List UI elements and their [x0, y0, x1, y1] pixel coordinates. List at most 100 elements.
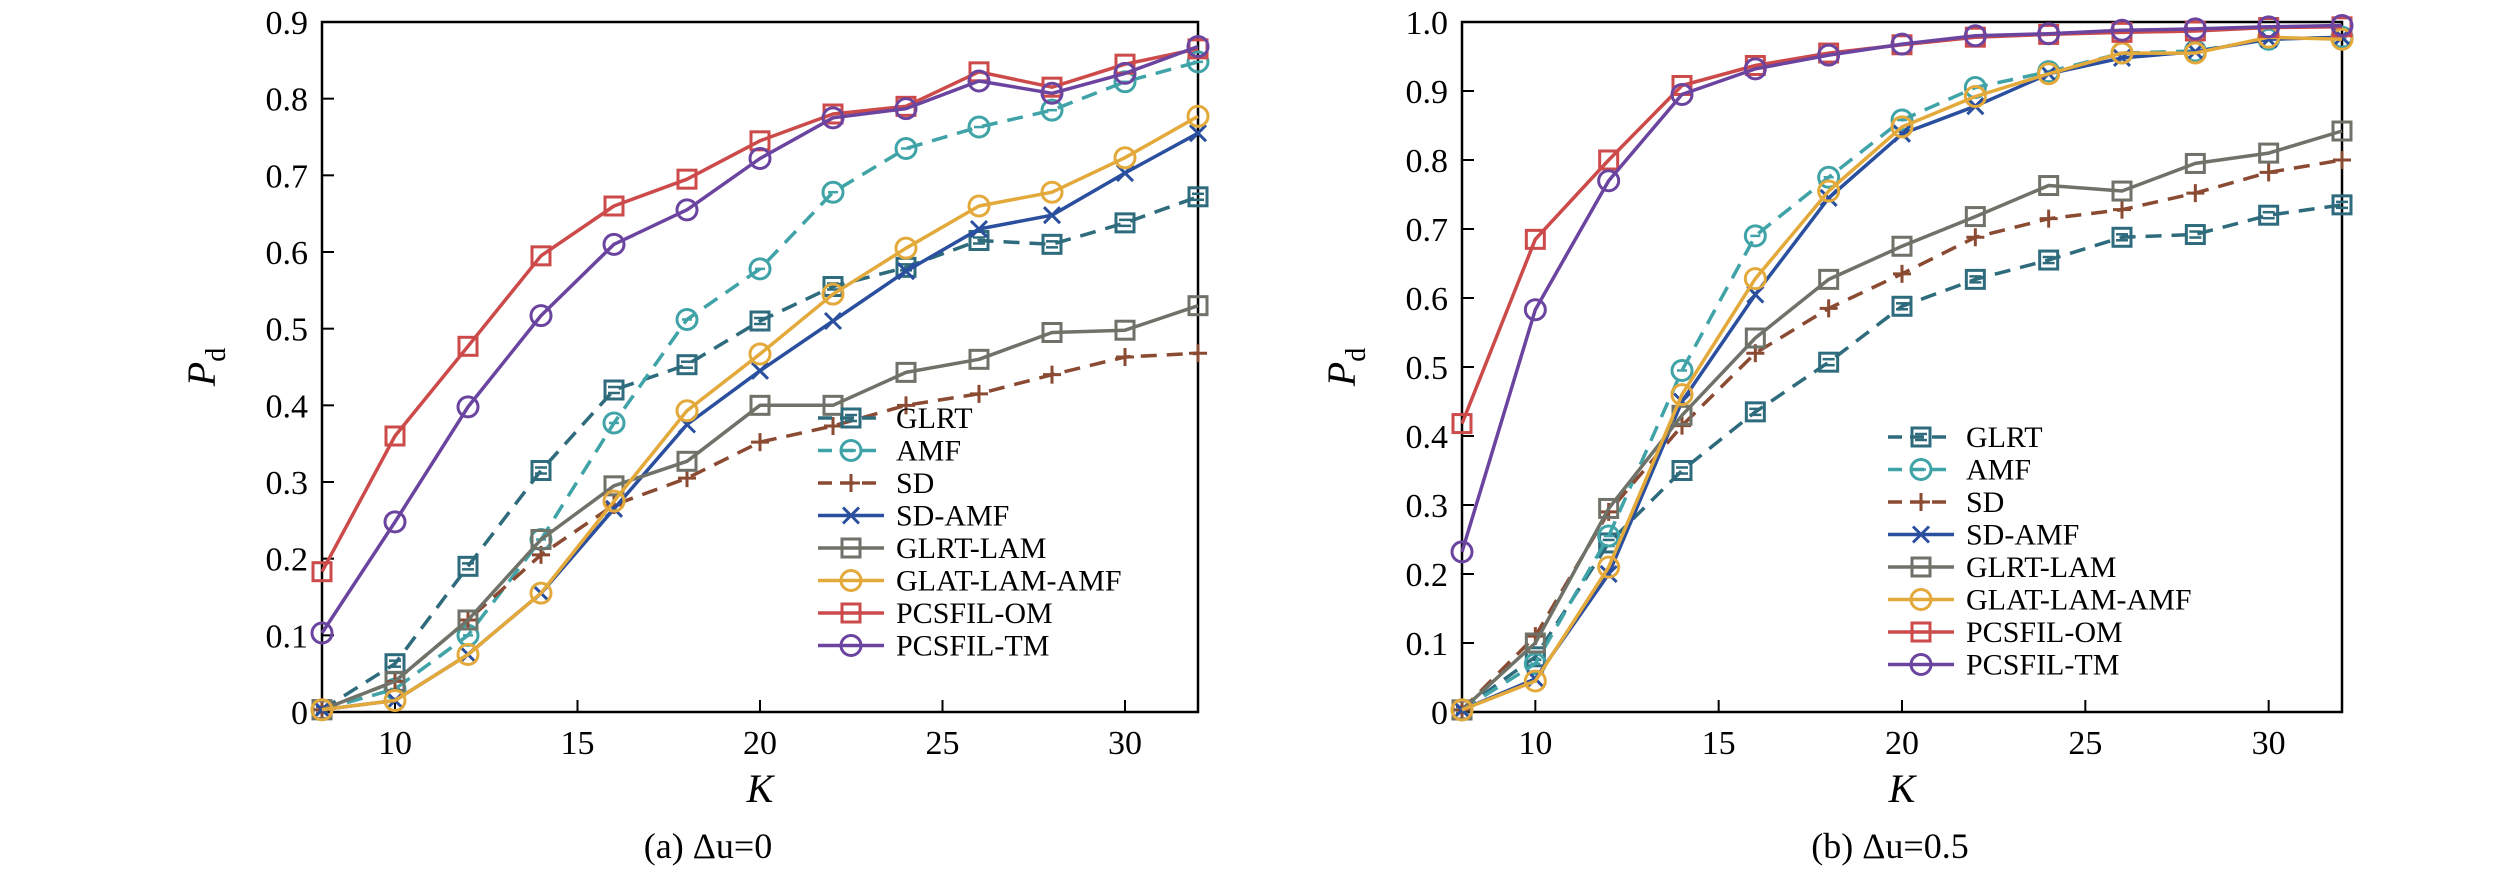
data-point — [675, 399, 699, 423]
marker-square — [676, 450, 698, 472]
data-point — [1189, 344, 1207, 363]
marker-square — [840, 602, 862, 624]
marker-circle — [1523, 298, 1547, 322]
data-point — [748, 146, 772, 170]
data-point — [839, 439, 863, 462]
marker-x — [1599, 564, 1618, 584]
marker-square — [603, 475, 625, 497]
marker-square — [1598, 497, 1620, 519]
data-point — [821, 106, 845, 130]
data-point — [1909, 458, 1933, 481]
legend-label: GLRT-LAM — [896, 532, 1046, 565]
data-point — [1040, 81, 1064, 105]
marker-square — [603, 195, 625, 217]
legend-label: PCSFIL-OM — [1966, 616, 2123, 649]
y-tick-label: 0.3 — [1406, 488, 1449, 525]
series-line — [1460, 23, 2343, 553]
data-point — [1910, 556, 1932, 578]
marker-circle — [1909, 588, 1933, 611]
y-tick-label: 0.6 — [1406, 281, 1449, 318]
data-point — [967, 69, 991, 93]
y-tick-label: 1.0 — [1406, 5, 1449, 42]
marker-circle — [1890, 115, 1914, 139]
marker-circle — [383, 510, 407, 534]
data-point — [970, 384, 988, 403]
series-glrt-lam — [1451, 120, 2353, 721]
data-point — [457, 335, 479, 357]
data-point — [456, 643, 480, 666]
data-point — [895, 361, 917, 383]
data-point — [1910, 426, 1932, 448]
marker-square — [1910, 426, 1932, 448]
data-point — [456, 395, 480, 419]
marker-circle — [748, 146, 772, 170]
legend-label: GLRT — [896, 402, 973, 435]
series-line — [1460, 25, 2343, 425]
marker-square — [2111, 226, 2133, 248]
marker-circle — [1186, 104, 1210, 128]
data-point — [840, 407, 862, 429]
data-point — [1963, 24, 1987, 48]
marker-square — [968, 230, 990, 251]
marker-circle — [383, 689, 407, 712]
marker-circle — [1743, 57, 1767, 81]
y-tick-label: 0.6 — [266, 235, 309, 272]
data-point — [2113, 200, 2131, 219]
data-point — [1186, 35, 1210, 59]
marker-x — [969, 219, 989, 239]
data-point — [1892, 124, 1912, 143]
legend-label: PCSFIL-OM — [896, 597, 1053, 630]
data-point — [2110, 41, 2134, 65]
data-point — [1450, 540, 1474, 564]
y-tick-label: 0.5 — [266, 312, 309, 349]
data-point — [1598, 149, 1620, 171]
marker-circle — [821, 106, 845, 130]
data-point — [1819, 188, 1838, 208]
data-point — [2331, 194, 2353, 216]
series-line — [1461, 35, 2343, 712]
data-point — [1187, 186, 1209, 208]
data-point — [1670, 358, 1694, 382]
marker-circle — [1040, 98, 1064, 122]
data-point — [894, 137, 918, 160]
marker-circle — [2330, 13, 2354, 37]
data-point — [748, 257, 772, 281]
y-tick-label: 0.9 — [1406, 74, 1449, 111]
series-glrt — [311, 186, 1209, 721]
marker-square — [968, 348, 990, 370]
marker-square — [676, 354, 698, 376]
data-point — [1524, 228, 1546, 250]
legend-item: PCSFIL-TM — [818, 630, 1049, 663]
marker-square — [530, 245, 552, 267]
marker-circle — [1113, 146, 1137, 170]
data-point — [2184, 152, 2206, 174]
marker-square — [2258, 204, 2280, 226]
marker-square — [1910, 556, 1932, 578]
chart-panel-b: 10 15 20 25 30 0 0.1 0.2 0.3 0.4 0.5 0.6 0.7 0.8 0.9 1.… — [1319, 5, 2354, 811]
data-point — [603, 195, 625, 217]
y-tick-label: 0.2 — [266, 542, 309, 579]
data-point — [967, 194, 991, 218]
legend: GLRTAMFSDSD-AMFGLRT-LAMGLAT-LAM-AMFPCSFI… — [818, 402, 1122, 663]
data-point — [529, 304, 553, 328]
marker-square — [530, 529, 552, 550]
series-pcsfil-tm — [310, 35, 1210, 645]
marker-circle — [2257, 15, 2281, 39]
data-point — [894, 97, 918, 121]
x-tick-label: 10 — [378, 725, 412, 762]
data-point — [1911, 525, 1931, 544]
y-tick-label: 0 — [291, 695, 308, 732]
legend-label: PCSFIL-TM — [896, 630, 1049, 663]
marker-circle — [1186, 35, 1210, 59]
data-point — [1597, 169, 1621, 193]
marker-circle — [839, 569, 863, 592]
legend-item: GLAT-LAM-AMF — [1888, 584, 2192, 617]
marker-circle — [675, 307, 699, 331]
data-point — [2257, 15, 2281, 39]
x-tick-label: 20 — [743, 725, 777, 762]
data-point — [1670, 82, 1694, 106]
marker-circle — [2037, 22, 2061, 46]
legend-label: SD — [896, 467, 934, 500]
y-tick-label: 0.7 — [1406, 212, 1449, 249]
x-tick-label: 15 — [1702, 725, 1736, 762]
